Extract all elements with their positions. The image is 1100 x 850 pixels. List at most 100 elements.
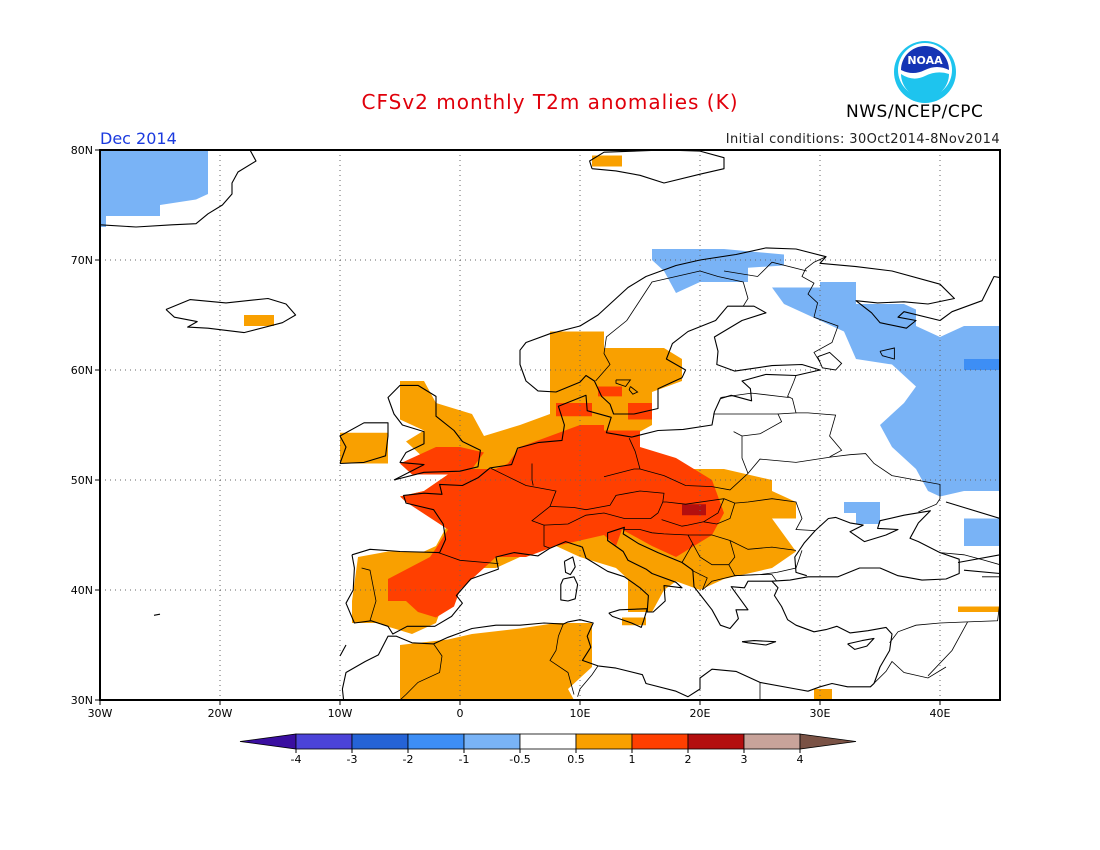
lake-outline [817,351,843,371]
colorbar-cell [519,733,577,750]
country-border [489,467,557,549]
anomaly-region [598,386,622,397]
country-border [577,665,599,697]
country-border [747,453,941,513]
colorbar-label: 4 [797,753,804,766]
agency-label: NWS/NCEP/CPC [846,102,984,122]
anomaly-region [184,183,208,194]
coastline [771,510,960,582]
anomaly-region [958,606,1000,612]
lon-tick-label: 30E [810,707,831,720]
colorbar-cell [575,733,633,750]
country-border [723,261,807,277]
coastline [741,640,777,646]
country-border [801,256,839,363]
anomaly-region [622,617,646,626]
country-border [603,431,749,491]
anomaly-fill-layer [100,150,1000,700]
initial-conditions-label: Initial conditions: 30Oct2014-8Nov2014 [725,132,1000,147]
colorbar-label: -2 [403,753,414,766]
anomaly-region [964,518,1000,546]
lat-tick-label: 70N [71,254,93,267]
country-border [720,392,789,398]
lon-tick-label: 10E [570,707,591,720]
colorbar-cell [463,733,521,750]
country-border [399,643,443,700]
colorbar-label: 3 [741,753,748,766]
anomaly-region [244,315,274,326]
colorbar-cell [687,733,745,750]
lon-tick-label: 20E [690,707,711,720]
country-border [796,412,843,458]
coastline [341,526,893,700]
country-border [703,502,736,525]
coastline [847,637,875,650]
country-border [531,463,534,486]
country-border [543,490,665,526]
lon-tick-label: 0 [457,707,464,720]
country-border [927,621,968,677]
colorbar-label: -0.5 [509,753,530,766]
coastline [339,422,389,465]
country-border [870,660,947,688]
country-border [549,623,575,695]
lake-outline [879,347,895,360]
country-border [438,552,499,564]
anomaly-region [556,403,592,417]
lat-tick-label: 30N [71,694,93,707]
lon-tick-label: 20W [208,707,233,720]
map-frame [99,149,1001,701]
colorbar-cell [407,733,465,750]
coastline [165,297,297,334]
coastline [589,150,725,184]
lat-tick-label: 60N [71,364,93,377]
noaa-logo: NOAA [894,41,956,103]
colorbar-cell [631,733,689,750]
anomaly-region [400,623,592,700]
country-border [699,270,749,307]
country-border [623,529,694,563]
coastline [100,150,257,228]
colorbar-label: -4 [291,753,302,766]
coastline [957,554,1000,564]
lat-tick-label: 50N [71,474,93,487]
anomaly-region [100,150,208,227]
anomaly-region [340,432,388,464]
colorbar-label: 1 [629,753,636,766]
coastline [563,556,576,576]
country-border [734,574,778,582]
anomaly-region [352,331,796,634]
country-border [889,600,1000,644]
colorbar-low-arrow [239,733,297,750]
country-border [628,438,641,470]
lon-tick-label: 10W [328,707,353,720]
anomaly-region [652,249,784,293]
country-border [729,540,797,551]
anomaly-region [592,155,622,167]
coastline [351,247,1000,556]
anomaly-region [628,403,652,420]
anomaly-region [844,502,880,524]
coastline [608,608,648,628]
lat-tick-label: 80N [71,144,93,157]
lat-tick-label: 40N [71,584,93,597]
month-label: Dec 2014 [100,129,177,148]
country-border [361,567,377,621]
colorbar: -4 -3 -2 -1 -0.5 0.5 1 2 3 4 [239,733,857,766]
coastline [963,569,1000,575]
anomaly-region [772,282,1000,497]
anomaly-region [964,359,1000,370]
country-border [661,498,725,527]
country-border [741,381,797,437]
coastline [339,644,347,657]
anomaly-region [400,447,484,475]
lon-tick-label: 30W [88,707,113,720]
country-border [692,543,729,566]
colorbar-label: -3 [347,753,358,766]
lake-outline [628,386,639,395]
colorbar-label: 2 [685,753,692,766]
coastline-layer [100,150,1000,700]
graticule [100,150,1000,700]
country-border [776,550,803,573]
